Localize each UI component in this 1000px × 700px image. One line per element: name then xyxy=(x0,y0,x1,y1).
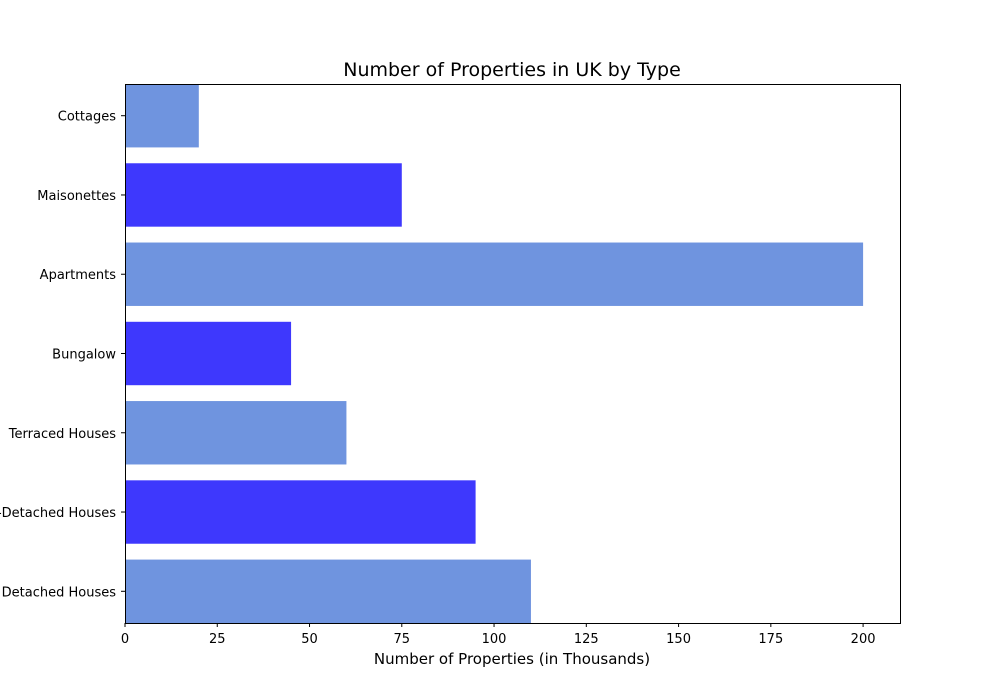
bar-detached-houses xyxy=(125,559,531,623)
y-tick-label: Cottages xyxy=(58,110,116,125)
y-tick-label: Semi-Detached Houses xyxy=(0,506,116,521)
x-tick-label: 125 xyxy=(574,632,599,647)
bars-layer xyxy=(125,84,864,623)
bar-terraced-houses xyxy=(125,401,347,465)
x-tick-label: 0 xyxy=(121,632,129,647)
bar-cottages xyxy=(125,84,199,148)
x-axis-label: Number of Properties (in Thousands) xyxy=(374,650,650,668)
x-tick-label: 175 xyxy=(758,632,783,647)
y-axis-ticks: Detached Houses Semi-Detached Houses Terra… xyxy=(0,110,125,600)
x-tick-label: 100 xyxy=(482,632,507,647)
x-axis-ticks: 0 25 50 75 100 125 150 175 200 xyxy=(121,623,876,647)
x-tick-label: 75 xyxy=(394,632,411,647)
y-tick-label: Bungalow xyxy=(52,348,116,363)
x-tick-label: 150 xyxy=(666,632,691,647)
y-tick-label: Apartments xyxy=(40,268,117,283)
plot-frame xyxy=(125,84,901,624)
bar-semi-detached-houses xyxy=(125,480,476,544)
x-tick-label: 25 xyxy=(209,632,226,647)
y-tick-label: Detached Houses xyxy=(2,585,117,600)
bar-apartments xyxy=(125,242,864,306)
bar-bungalow xyxy=(125,321,292,386)
x-tick-label: 200 xyxy=(851,632,876,647)
y-tick-label: Terraced Houses xyxy=(8,427,116,442)
chart-title: Number of Properties in UK by Type xyxy=(343,59,681,81)
bar-maisonettes xyxy=(125,163,402,227)
y-tick-label: Maisonettes xyxy=(37,189,116,204)
x-tick-label: 50 xyxy=(301,632,318,647)
